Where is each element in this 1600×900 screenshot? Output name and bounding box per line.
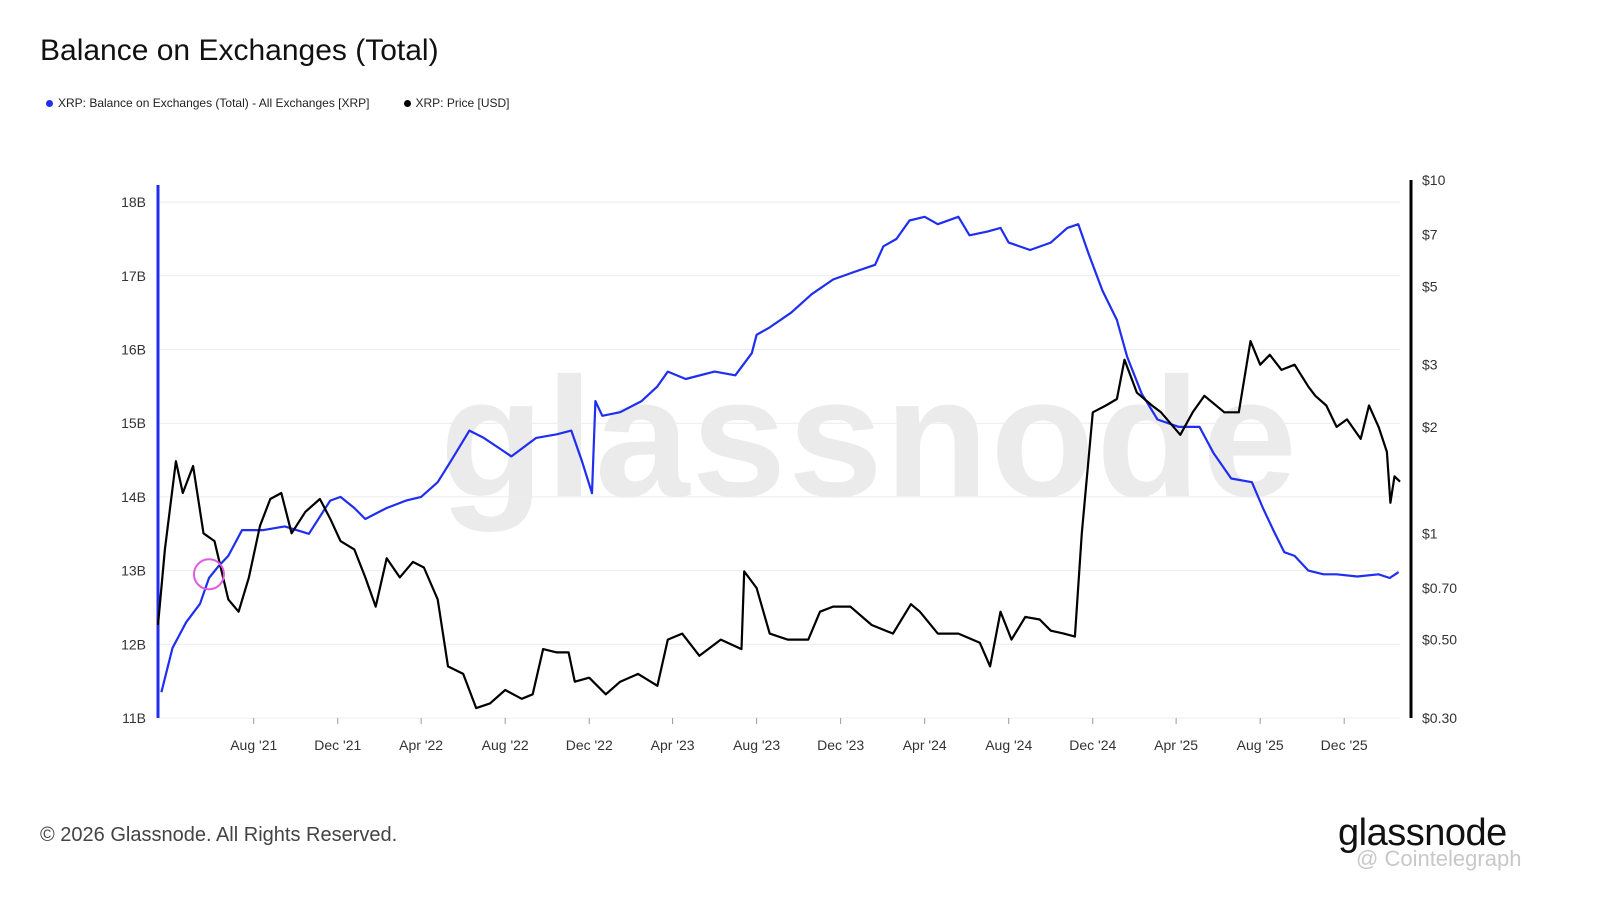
legend-label-price: XRP: Price [USD] [415,96,510,110]
copyright-text: © 2026 Glassnode. All Rights Reserved. [40,824,398,846]
y-right-tick-label: $2 [1422,419,1438,435]
x-tick-label: Apr '22 [399,737,443,753]
x-tick-label: Apr '24 [903,737,947,753]
y-right-tick-label: $0.70 [1422,580,1457,596]
legend-label-balance: XRP: Balance on Exchanges (Total) - All … [58,96,370,110]
y-left-tick-label: 17B [121,268,146,284]
x-tick-label: Aug '24 [985,737,1032,753]
y-right-tick-label: $5 [1422,278,1438,294]
chart-title: Balance on Exchanges (Total) [40,34,439,67]
glassnode-logo: glassnode [1338,812,1507,854]
y-right-tick-label: $1 [1422,525,1438,541]
legend-dot-balance [46,99,53,107]
x-tick-label: Aug '21 [230,737,277,753]
x-tick-label: Dec '24 [1069,737,1116,753]
y-left-tick-label: 16B [121,342,146,358]
x-tick-label: Aug '25 [1237,737,1284,753]
x-tick-label: Dec '22 [566,737,613,753]
x-tick-label: Dec '23 [817,737,864,753]
balance-series-line [160,215,1400,693]
x-tick-label: Aug '22 [482,737,529,753]
y-left-tick-label: 15B [121,415,146,431]
y-left-tick-label: 18B [121,194,146,210]
x-tick-label: Apr '23 [651,737,695,753]
legend: XRP: Balance on Exchanges (Total) - All … [46,96,510,110]
price-series-line [156,340,1401,710]
legend-item-balance[interactable]: XRP: Balance on Exchanges (Total) - All … [46,96,370,110]
x-tick-label: Dec '21 [314,737,361,753]
y-right-tick-label: $3 [1422,357,1438,373]
y-right-tick-label: $0.30 [1422,710,1457,726]
y-right-tick-label: $10 [1422,172,1446,188]
y-left-tick-label: 14B [121,489,146,505]
x-tick-label: Aug '23 [733,737,780,753]
y-right-tick-label: $7 [1422,227,1438,243]
annotation-circle [192,558,225,591]
x-tick-label: Dec '25 [1321,737,1368,753]
y-left-tick-label: 11B [122,710,146,726]
y-left-tick-label: 12B [121,636,146,652]
legend-dot-price [403,99,411,107]
x-tick-label: Apr '25 [1154,737,1198,753]
legend-item-price[interactable]: XRP: Price [USD] [403,96,510,110]
credit-text: @ Cointelegraph [1356,846,1522,871]
y-left-tick-label: 13B [121,563,146,579]
y-right-tick-label: $0.50 [1422,632,1457,648]
